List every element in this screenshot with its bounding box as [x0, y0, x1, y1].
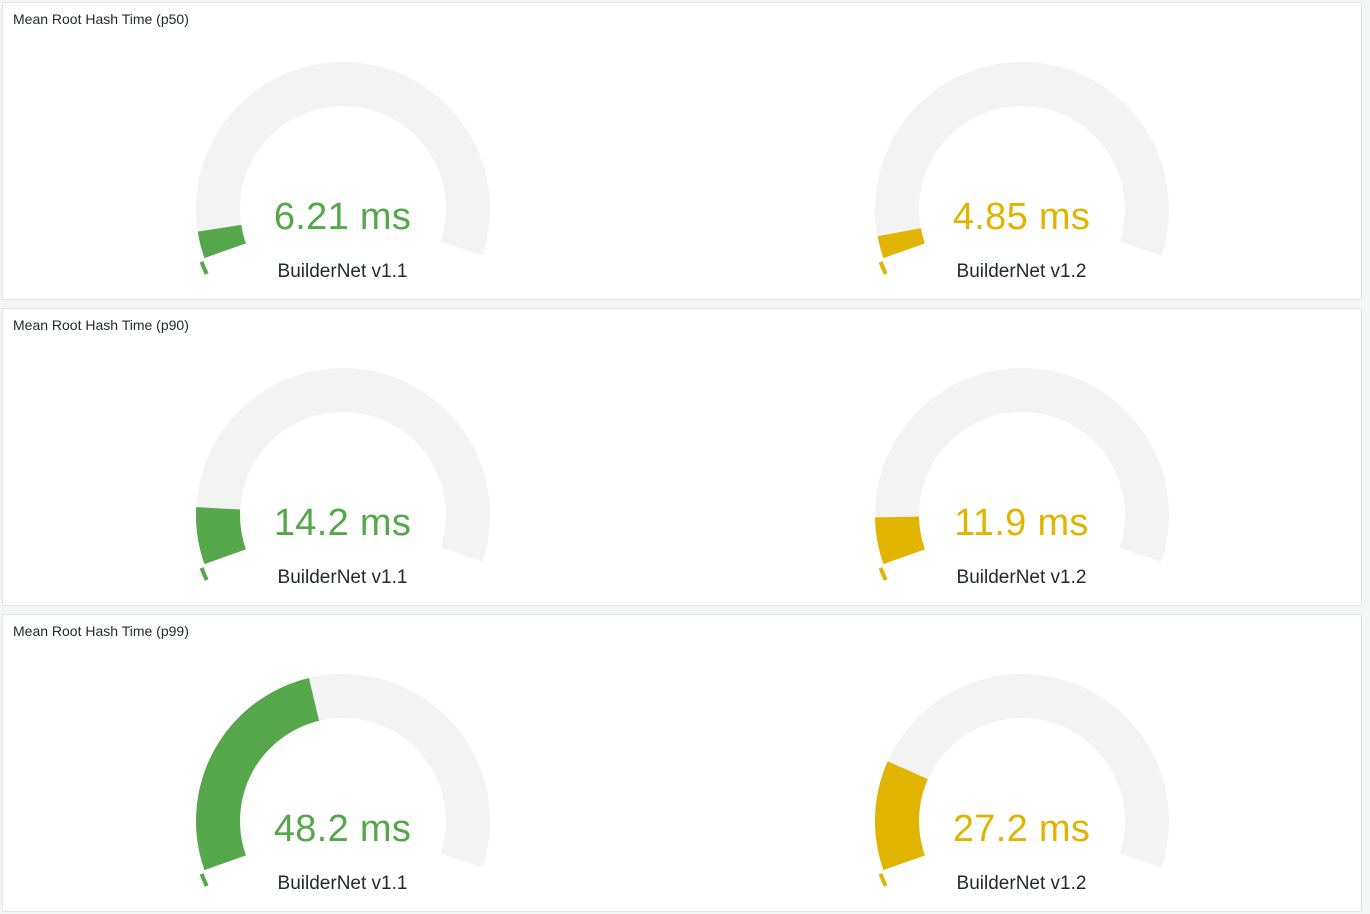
gauge-label: BuilderNet v1.1: [277, 873, 408, 894]
gauge-min-tick: [199, 261, 209, 275]
panel-header[interactable]: Mean Root Hash Time (p99): [3, 615, 1361, 645]
gauge-track-arc: [874, 673, 1169, 868]
gauge-track-arc: [874, 61, 1169, 256]
gauge-min-tick: [878, 567, 888, 581]
panel-header[interactable]: Mean Root Hash Time (p50): [3, 3, 1361, 33]
gauge-arc: [195, 61, 490, 275]
gauge-arc: [195, 673, 490, 887]
gauge-label: BuilderNet v1.1: [277, 567, 408, 588]
panel-title[interactable]: Mean Root Hash Time (p99): [13, 623, 189, 639]
gauge-track-arc: [195, 367, 490, 562]
gauge-min-tick: [878, 873, 888, 887]
panel-mean-root-hash-time-p50: Mean Root Hash Time (p50) 6.21 ms Builde…: [2, 2, 1362, 300]
panel-header[interactable]: Mean Root Hash Time (p90): [3, 309, 1361, 339]
gauge-arc: [195, 367, 490, 581]
gauge-buildernet-v1-1: 14.2 ms BuilderNet v1.1: [3, 309, 682, 605]
gauge-min-tick: [199, 873, 209, 887]
panel-mean-root-hash-time-p99: Mean Root Hash Time (p99) 48.2 ms Builde…: [2, 614, 1362, 912]
gauge-value: 4.85 ms: [952, 196, 1091, 238]
gauge-arc: [874, 673, 1169, 887]
gauge-value: 27.2 ms: [952, 808, 1091, 850]
gauge-fill-arc: [874, 761, 928, 871]
gauge-min-tick: [199, 567, 209, 581]
gauge-buildernet-v1-2: 27.2 ms BuilderNet v1.2: [682, 615, 1361, 911]
gauge-label: BuilderNet v1.2: [956, 873, 1087, 894]
gauge-arc: [874, 367, 1169, 581]
gauge-value: 14.2 ms: [273, 502, 412, 544]
panel-body: 48.2 ms BuilderNet v1.1 27.2 ms BuilderN…: [3, 615, 1361, 911]
gauge-value: 6.21 ms: [273, 196, 412, 238]
gauge-track-arc: [874, 367, 1169, 562]
gauge-track-arc: [195, 61, 490, 256]
gauge-min-tick: [878, 261, 888, 275]
panel-mean-root-hash-time-p90: Mean Root Hash Time (p90) 14.2 ms Builde…: [2, 308, 1362, 606]
gauge-fill-arc: [874, 516, 925, 565]
gauge-value: 48.2 ms: [273, 808, 412, 850]
gauge-fill-arc: [195, 678, 319, 871]
gauge-label: BuilderNet v1.1: [277, 261, 408, 282]
gauge-buildernet-v1-2: 11.9 ms BuilderNet v1.2: [682, 309, 1361, 605]
gauge-buildernet-v1-1: 48.2 ms BuilderNet v1.1: [3, 615, 682, 911]
panel-title[interactable]: Mean Root Hash Time (p50): [13, 11, 189, 27]
panel-title[interactable]: Mean Root Hash Time (p90): [13, 317, 189, 333]
panel-body: 14.2 ms BuilderNet v1.1 11.9 ms BuilderN…: [3, 309, 1361, 605]
gauge-label: BuilderNet v1.2: [956, 567, 1087, 588]
gauge-buildernet-v1-1: 6.21 ms BuilderNet v1.1: [3, 3, 682, 299]
gauge-arc: [874, 61, 1169, 275]
gauge-fill-arc: [195, 507, 246, 565]
gauge-label: BuilderNet v1.2: [956, 261, 1087, 282]
gauge-buildernet-v1-2: 4.85 ms BuilderNet v1.2: [682, 3, 1361, 299]
gauge-fill-arc: [197, 224, 246, 259]
gauge-fill-arc: [877, 228, 925, 259]
panel-body: 6.21 ms BuilderNet v1.1 4.85 ms BuilderN…: [3, 3, 1361, 299]
gauge-value: 11.9 ms: [954, 502, 1089, 544]
